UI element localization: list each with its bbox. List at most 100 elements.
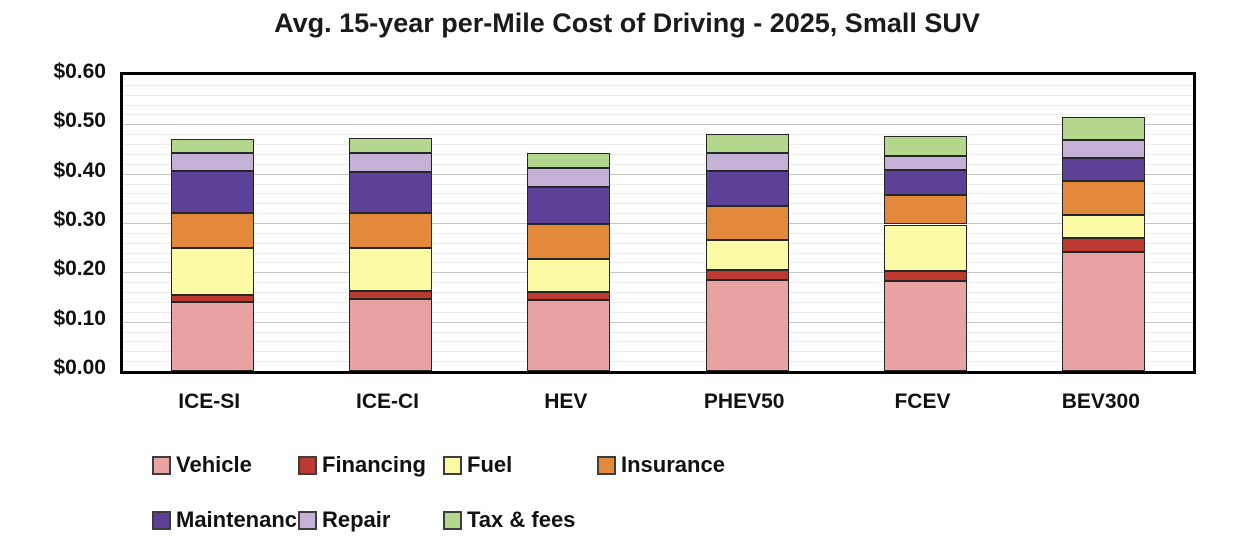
gridline-major: [123, 321, 1193, 323]
bar-segment-insurance-ice-si: [170, 213, 254, 248]
legend-label-repair: Repair: [322, 507, 391, 532]
gridline-minor: [123, 213, 1193, 215]
gridline-minor: [123, 331, 1193, 333]
bar-segment-fuel-phev50: [705, 239, 789, 271]
legend-label-vehicle: Vehicle: [176, 452, 252, 477]
legend-label-financing: Financing: [322, 452, 426, 477]
x-tick-label-ice-si: ICE-SI: [178, 390, 241, 413]
legend-swatch-vehicle: [152, 455, 171, 475]
bar-segment-financing-hev: [527, 292, 611, 301]
legend-label-tax-fees: Tax & fees: [467, 507, 576, 532]
bar-segment-vehicle-fcev: [884, 280, 967, 371]
bar-segment-insurance-hev: [527, 224, 611, 259]
x-tick-label-phev50: PHEV50: [703, 390, 785, 413]
legend-item-tax-fees: Tax & fees: [443, 507, 575, 533]
legend-label-fuel: Fuel: [467, 452, 513, 477]
gridline-minor: [123, 94, 1193, 96]
bar-segment-maintenance-hev: [527, 186, 611, 224]
y-tick-label: $0.60: [53, 60, 106, 83]
gridline-minor: [123, 153, 1193, 155]
legend-item-fuel: Fuel: [443, 452, 512, 478]
legend-item-vehicle: Vehicle: [152, 452, 252, 478]
bar-segment-fuel-fcev: [884, 224, 967, 271]
bar-segment-maintenance-ice-ci: [349, 172, 432, 214]
bar-segment-fuel-ice-ci: [349, 247, 432, 292]
gridline-minor: [123, 252, 1193, 254]
gridline-minor: [123, 84, 1193, 86]
bar-segment-vehicle-ice-si: [170, 301, 254, 371]
bar-segment-tax-fees-ice-ci: [349, 138, 432, 154]
plot-area: [120, 72, 1196, 374]
bar-segment-vehicle-phev50: [705, 279, 789, 371]
bar-segment-fuel-ice-si: [170, 247, 254, 295]
bar-segment-repair-hev: [527, 168, 611, 187]
y-tick-label: $0.10: [53, 306, 106, 330]
gridline-major: [123, 173, 1193, 175]
bar-segment-tax-fees-bev300: [1062, 117, 1146, 141]
bar-segment-vehicle-hev: [527, 300, 611, 371]
gridline-minor: [123, 242, 1193, 244]
legend-swatch-tax-fees: [443, 510, 462, 530]
gridline-minor: [123, 163, 1193, 165]
bar-segment-insurance-phev50: [705, 206, 789, 240]
x-tick-label-ice-ci: ICE-CI: [355, 390, 419, 413]
legend-item-financing: Financing: [298, 452, 426, 478]
gridline-minor: [123, 144, 1193, 146]
legend-swatch-repair: [298, 510, 317, 530]
bar-segment-financing-phev50: [705, 270, 789, 280]
gridline-minor: [123, 114, 1193, 116]
gridline-minor: [123, 311, 1193, 313]
gridline-minor: [123, 262, 1193, 264]
legend-label-insurance: Insurance: [621, 452, 725, 477]
bar-segment-fuel-hev: [527, 258, 611, 293]
bar-segment-maintenance-ice-si: [170, 171, 254, 214]
y-tick-label: $0.00: [53, 356, 106, 379]
gridline-minor: [123, 134, 1193, 136]
bar-segment-maintenance-fcev: [884, 169, 967, 195]
bar-segment-financing-ice-ci: [349, 291, 432, 300]
chart-title: Avg. 15-year per-Mile Cost of Driving - …: [274, 8, 980, 38]
gridline-minor: [123, 341, 1193, 343]
gridline-major: [123, 272, 1193, 274]
bar-segment-financing-fcev: [884, 270, 967, 281]
bar-segment-fuel-bev300: [1062, 215, 1146, 238]
bar-segment-tax-fees-ice-si: [170, 139, 254, 153]
bar-segment-tax-fees-phev50: [705, 134, 789, 153]
bar-segment-maintenance-bev300: [1062, 158, 1146, 181]
x-tick-label-fcev: FCEV: [894, 390, 951, 413]
gridline-minor: [123, 203, 1193, 205]
gridline-minor: [123, 361, 1193, 363]
gridline-minor: [123, 351, 1193, 353]
gridline-minor: [123, 282, 1193, 284]
legend-swatch-fuel: [443, 455, 462, 475]
y-tick-label: $0.30: [53, 208, 106, 231]
legend-item-insurance: Insurance: [597, 452, 725, 478]
bar-segment-repair-ice-si: [170, 152, 254, 172]
gridline-major: [123, 124, 1193, 126]
bar-segment-repair-fcev: [884, 155, 967, 170]
legend-item-repair: Repair: [298, 507, 390, 533]
gridline-minor: [123, 104, 1193, 106]
legend-swatch-insurance: [597, 455, 616, 475]
legend-swatch-maintenance: [152, 510, 171, 530]
gridline-minor: [123, 193, 1193, 195]
legend-label-maintenance: Maintenance: [176, 507, 310, 532]
bar-segment-repair-phev50: [705, 152, 789, 172]
legend-swatch-financing: [298, 455, 317, 475]
x-tick-label-hev: HEV: [544, 390, 588, 413]
bar-segment-insurance-ice-ci: [349, 213, 432, 248]
bar-segment-vehicle-ice-ci: [349, 299, 432, 371]
bar-segment-financing-ice-si: [170, 294, 254, 302]
bar-segment-vehicle-bev300: [1062, 251, 1146, 371]
y-tick-label: $0.40: [53, 158, 106, 182]
y-tick-label: $0.50: [53, 109, 106, 133]
y-tick-label: $0.20: [53, 257, 106, 281]
gridline-minor: [123, 232, 1193, 234]
legend-item-maintenance: Maintenance: [152, 507, 309, 533]
bar-segment-tax-fees-fcev: [884, 135, 967, 156]
bar-segment-repair-ice-ci: [349, 153, 432, 173]
gridline-minor: [123, 183, 1193, 185]
bar-segment-financing-bev300: [1062, 237, 1146, 252]
bar-segment-tax-fees-hev: [527, 153, 611, 169]
